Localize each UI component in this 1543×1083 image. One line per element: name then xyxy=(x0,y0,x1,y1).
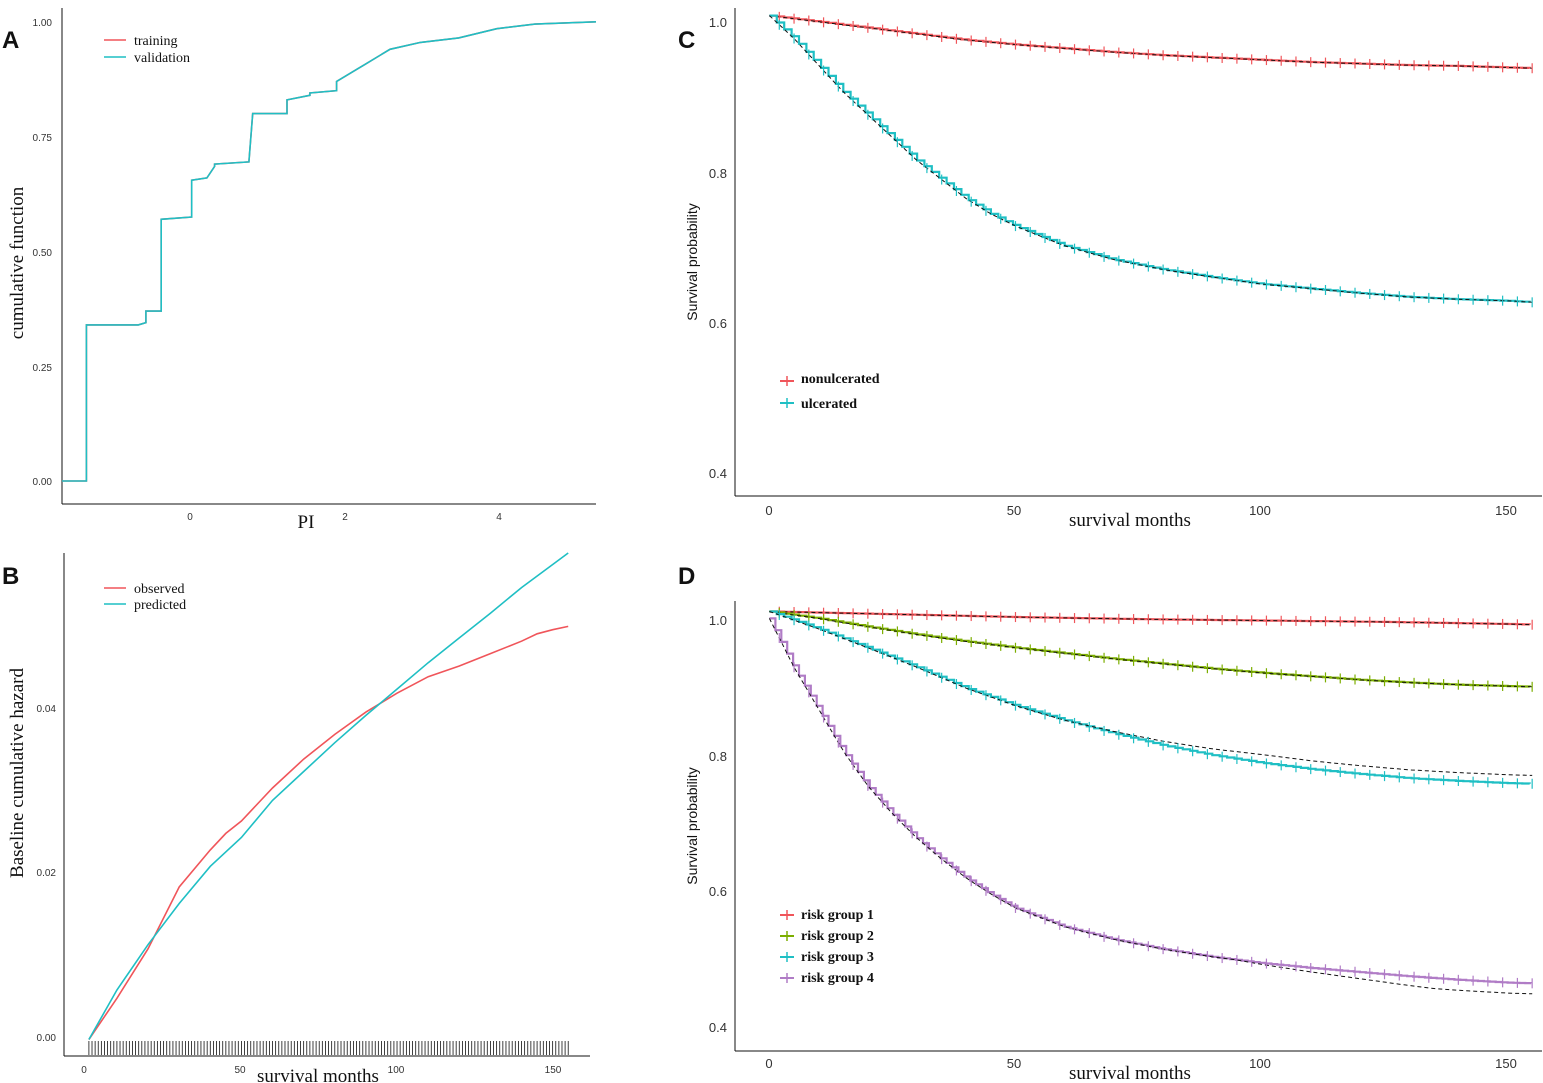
panel-d-xtick-0: 0 xyxy=(765,1056,772,1071)
panel-a-xtick-2: 4 xyxy=(496,512,502,523)
panel-b-ytick-1: 0.02 xyxy=(37,868,57,879)
panel-d-legend-risk-3: risk group 3 xyxy=(801,950,874,965)
panel-c-predicted-nonulcerated xyxy=(769,15,1533,69)
panel-c-ytick-2: 0.8 xyxy=(709,166,727,181)
panel-c-censor-marks-nonulcerated xyxy=(778,11,1533,74)
panel-c-legend-ulcerated: ulcerated xyxy=(801,397,857,412)
panel-d-xtick-3: 150 xyxy=(1495,1056,1517,1071)
panel-b-xtick-3: 150 xyxy=(545,1065,562,1076)
panel-c-legend-key-nonulcerated xyxy=(780,376,794,386)
panel-d-ytick-2: 0.8 xyxy=(709,749,727,764)
panel-c-series-nonulcerated xyxy=(769,14,1531,69)
panel-a-ytick-2: 0.50 xyxy=(33,248,53,259)
panel-c-xtick-1: 50 xyxy=(1007,503,1021,518)
panel-c-series-ulcerated xyxy=(769,14,1531,303)
panel-d-censor-marks-risk-group-1 xyxy=(778,606,1533,630)
panel-a-ytick-4: 1.00 xyxy=(33,18,53,29)
panel-b-y-title: Baseline cumulative hazard xyxy=(7,668,28,878)
panel-d-x-title: survival months xyxy=(1069,1063,1191,1083)
panel-d-series-risk-group-3 xyxy=(769,610,1531,785)
panel-d-ytick-1: 0.6 xyxy=(709,884,727,899)
panel-d-xtick-1: 50 xyxy=(1007,1056,1021,1071)
panel-d-predicted-risk-group-1 xyxy=(769,611,1533,626)
panel-a-legend-validation: validation xyxy=(134,51,190,66)
panel-a-x-title: PI xyxy=(298,512,315,533)
panel-a-xtick-1: 2 xyxy=(342,512,348,523)
panel-d-ytick-3: 1.0 xyxy=(709,613,727,628)
panel-c-legend-nonulcerated: nonulcerated xyxy=(801,372,880,387)
panel-d-censor-marks-risk-group-4 xyxy=(778,632,1533,989)
panel-d-legend-risk-2: risk group 2 xyxy=(801,929,874,944)
panel-d-predicted-risk-group-2 xyxy=(769,611,1533,688)
panel-a-ytick-0: 0.00 xyxy=(33,477,53,488)
panel-b-rug xyxy=(88,1041,569,1055)
panel-b-series-observed xyxy=(88,625,569,1040)
panel-a-series-validation xyxy=(62,21,597,482)
panel-d-series-risk-group-4 xyxy=(769,617,1533,985)
panel-c-xtick-2: 100 xyxy=(1249,503,1271,518)
panel-b-legend-observed: observed xyxy=(134,582,185,597)
panel-c-ytick-1: 0.6 xyxy=(709,316,727,331)
panel-b-xtick-1: 50 xyxy=(234,1065,246,1076)
panel-d-ytick-0: 0.4 xyxy=(709,1020,727,1035)
panel-d-y-title: Survival probability xyxy=(684,767,700,885)
panel-d-predicted-risk-group-4 xyxy=(768,618,1533,995)
panel-d-xtick-2: 100 xyxy=(1249,1056,1271,1071)
panel-b-xtick-0: 0 xyxy=(81,1065,87,1076)
panel-c-series-group xyxy=(769,11,1533,308)
panel-c-predicted-ulcerated xyxy=(769,15,1533,303)
panel-label-b: B xyxy=(2,563,19,590)
panel-d-legend-risk-4: risk group 4 xyxy=(801,971,874,986)
panel-d-censor-marks-risk-group-3 xyxy=(778,609,1533,789)
panel-d-legend-key-risk-3 xyxy=(780,952,794,962)
panel-b-ytick-0: 0.00 xyxy=(37,1033,57,1044)
panel-a-xtick-0: 0 xyxy=(187,512,193,523)
panel-label-a: A xyxy=(2,27,19,54)
panel-d: D 0.4 0.6 0.8 1.0 0 50 100 150 survival … xyxy=(678,563,1542,1083)
panel-a-ytick-1: 0.25 xyxy=(33,363,53,374)
panel-a-legend-training: training xyxy=(134,34,178,49)
panel-c-y-title: Survival probability xyxy=(684,203,700,321)
panel-a-ytick-3: 0.75 xyxy=(33,133,53,144)
panel-c-x-title: survival months xyxy=(1069,510,1191,531)
panel-d-legend-key-risk-1 xyxy=(780,910,794,920)
panel-c-ytick-0: 0.4 xyxy=(709,466,727,481)
panel-b-xtick-2: 100 xyxy=(388,1065,405,1076)
panel-c-xtick-3: 150 xyxy=(1495,503,1517,518)
panel-c: C 0.4 0.6 0.8 1.0 0 50 100 150 survival … xyxy=(678,8,1542,531)
panel-d-legend-risk-1: risk group 1 xyxy=(801,908,874,923)
panel-label-c: C xyxy=(678,27,695,54)
panel-d-legend-key-risk-4 xyxy=(780,973,794,983)
panel-b-x-title: survival months xyxy=(257,1066,379,1083)
panel-b: B 0.00 0.02 0.04 0 50 100 150 survival m… xyxy=(2,552,590,1083)
panel-b-series-predicted xyxy=(88,552,569,1040)
panel-d-legend-key-risk-2 xyxy=(780,931,794,941)
panel-a: A 0.00 0.25 0.50 0.75 1.00 0 2 4 PI cumu… xyxy=(2,8,597,533)
panel-a-series-group xyxy=(62,21,597,482)
panel-c-ytick-3: 1.0 xyxy=(709,15,727,30)
panel-d-predicted-risk-group-3 xyxy=(769,611,1533,776)
panel-d-series-group xyxy=(768,606,1533,995)
panel-c-legend-key-ulcerated xyxy=(780,398,794,408)
panel-label-d: D xyxy=(678,563,695,590)
panel-b-series-group xyxy=(88,552,569,1040)
panel-c-censor-marks-ulcerated xyxy=(778,19,1533,308)
panel-c-xtick-0: 0 xyxy=(765,503,772,518)
panel-d-censor-marks-risk-group-2 xyxy=(778,607,1533,692)
panel-b-legend-predicted: predicted xyxy=(134,598,186,613)
panel-a-y-title: cumulative function xyxy=(7,186,28,339)
panel-b-ytick-2: 0.04 xyxy=(37,704,57,715)
